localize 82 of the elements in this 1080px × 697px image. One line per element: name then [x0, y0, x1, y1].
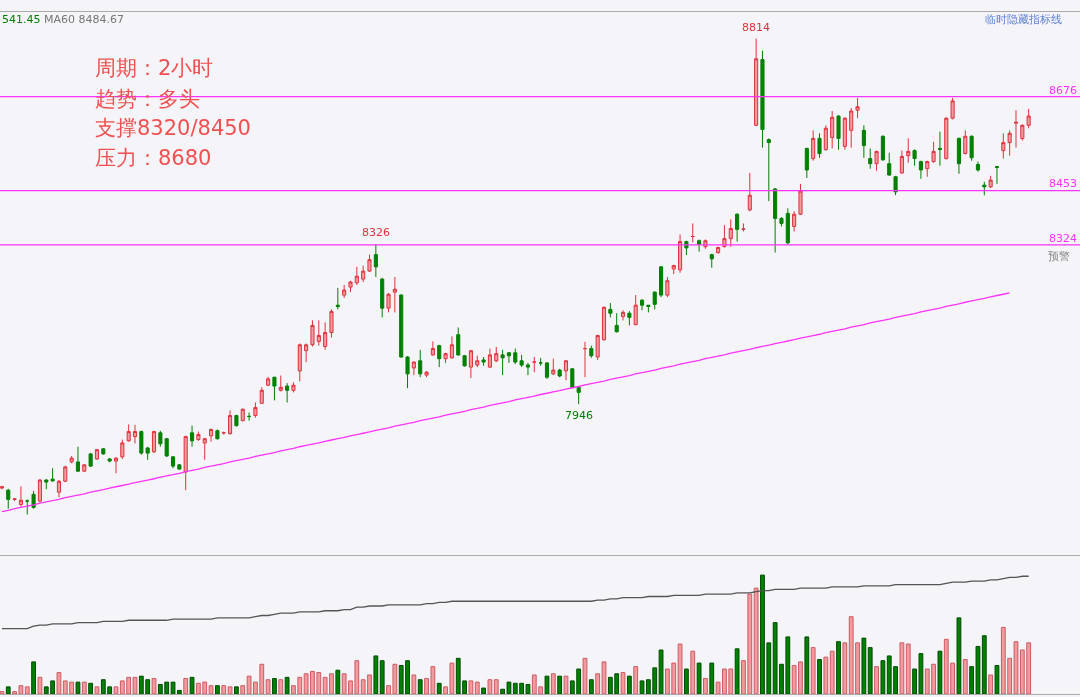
- bar: [544, 675, 550, 694]
- bar: [658, 649, 664, 694]
- bar: [994, 664, 1000, 694]
- bar: [234, 686, 239, 694]
- bar: [563, 675, 569, 694]
- bar: [335, 669, 341, 694]
- bar: [899, 642, 905, 694]
- bar: [487, 679, 493, 694]
- bar: [861, 637, 867, 694]
- bar: [75, 681, 81, 694]
- annotation: 8326: [362, 226, 390, 239]
- bar: [493, 679, 499, 694]
- annotation: 压力：8680: [95, 146, 212, 170]
- bar: [272, 678, 277, 694]
- annotation: 8814: [742, 21, 770, 34]
- bar: [582, 657, 588, 694]
- annotation: 541.45: [2, 13, 41, 26]
- bar: [905, 643, 911, 694]
- bar: [284, 676, 290, 694]
- bar: [633, 666, 639, 694]
- bar: [278, 679, 284, 694]
- bar: [550, 673, 556, 694]
- bar: [227, 686, 233, 694]
- bar: [88, 682, 94, 694]
- bar: [709, 662, 715, 694]
- bar: [24, 686, 30, 694]
- bar: [810, 647, 816, 694]
- bar: [804, 636, 810, 694]
- bar: [189, 676, 195, 694]
- bar: [753, 587, 759, 694]
- bar: [962, 659, 968, 694]
- bar: [151, 678, 157, 694]
- bar: [37, 676, 43, 694]
- bar: [557, 675, 563, 694]
- bar: [880, 660, 886, 694]
- bar: [734, 648, 740, 694]
- bar: [0, 691, 5, 694]
- bar: [988, 674, 994, 694]
- annotation: 支撑8320/8450: [95, 116, 251, 140]
- bar: [81, 681, 87, 694]
- bar: [379, 660, 385, 694]
- bar: [436, 682, 442, 694]
- bar: [240, 685, 246, 694]
- bar: [588, 679, 594, 694]
- bar: [373, 655, 379, 694]
- bar: [468, 680, 474, 694]
- bar: [836, 641, 841, 694]
- bar: [94, 686, 100, 694]
- annotation: 周期：2小时: [95, 56, 214, 80]
- bar: [867, 647, 873, 694]
- bar: [690, 650, 696, 694]
- bar: [5, 686, 11, 694]
- bar: [183, 678, 189, 694]
- y-tick-label: 8676: [1049, 83, 1077, 97]
- annotation: 临时隐藏指标线: [985, 13, 1062, 26]
- bar: [221, 685, 227, 694]
- bar: [874, 666, 879, 694]
- bar: [696, 662, 702, 694]
- bar: [677, 643, 683, 694]
- bar: [481, 687, 486, 694]
- bar: [411, 674, 417, 694]
- text: 预警: [1048, 250, 1070, 263]
- bar: [626, 675, 632, 694]
- bar: [817, 659, 822, 694]
- bar: [214, 685, 220, 694]
- annotation: 7946: [565, 409, 593, 422]
- bar: [620, 672, 626, 694]
- bar: [842, 642, 848, 694]
- y-tick-label: 8324: [1049, 231, 1077, 245]
- bar: [31, 661, 36, 694]
- bar: [417, 679, 423, 694]
- bar: [823, 656, 829, 694]
- bar: [265, 679, 271, 694]
- bar: [937, 650, 943, 694]
- bar: [684, 668, 689, 694]
- bar: [703, 678, 708, 694]
- y-tick-label: 8453: [1049, 177, 1077, 191]
- bar: [208, 685, 214, 694]
- annotation: MA60 8484.67: [44, 13, 124, 26]
- bar: [829, 650, 835, 694]
- bar: [956, 617, 962, 694]
- bar: [474, 681, 480, 694]
